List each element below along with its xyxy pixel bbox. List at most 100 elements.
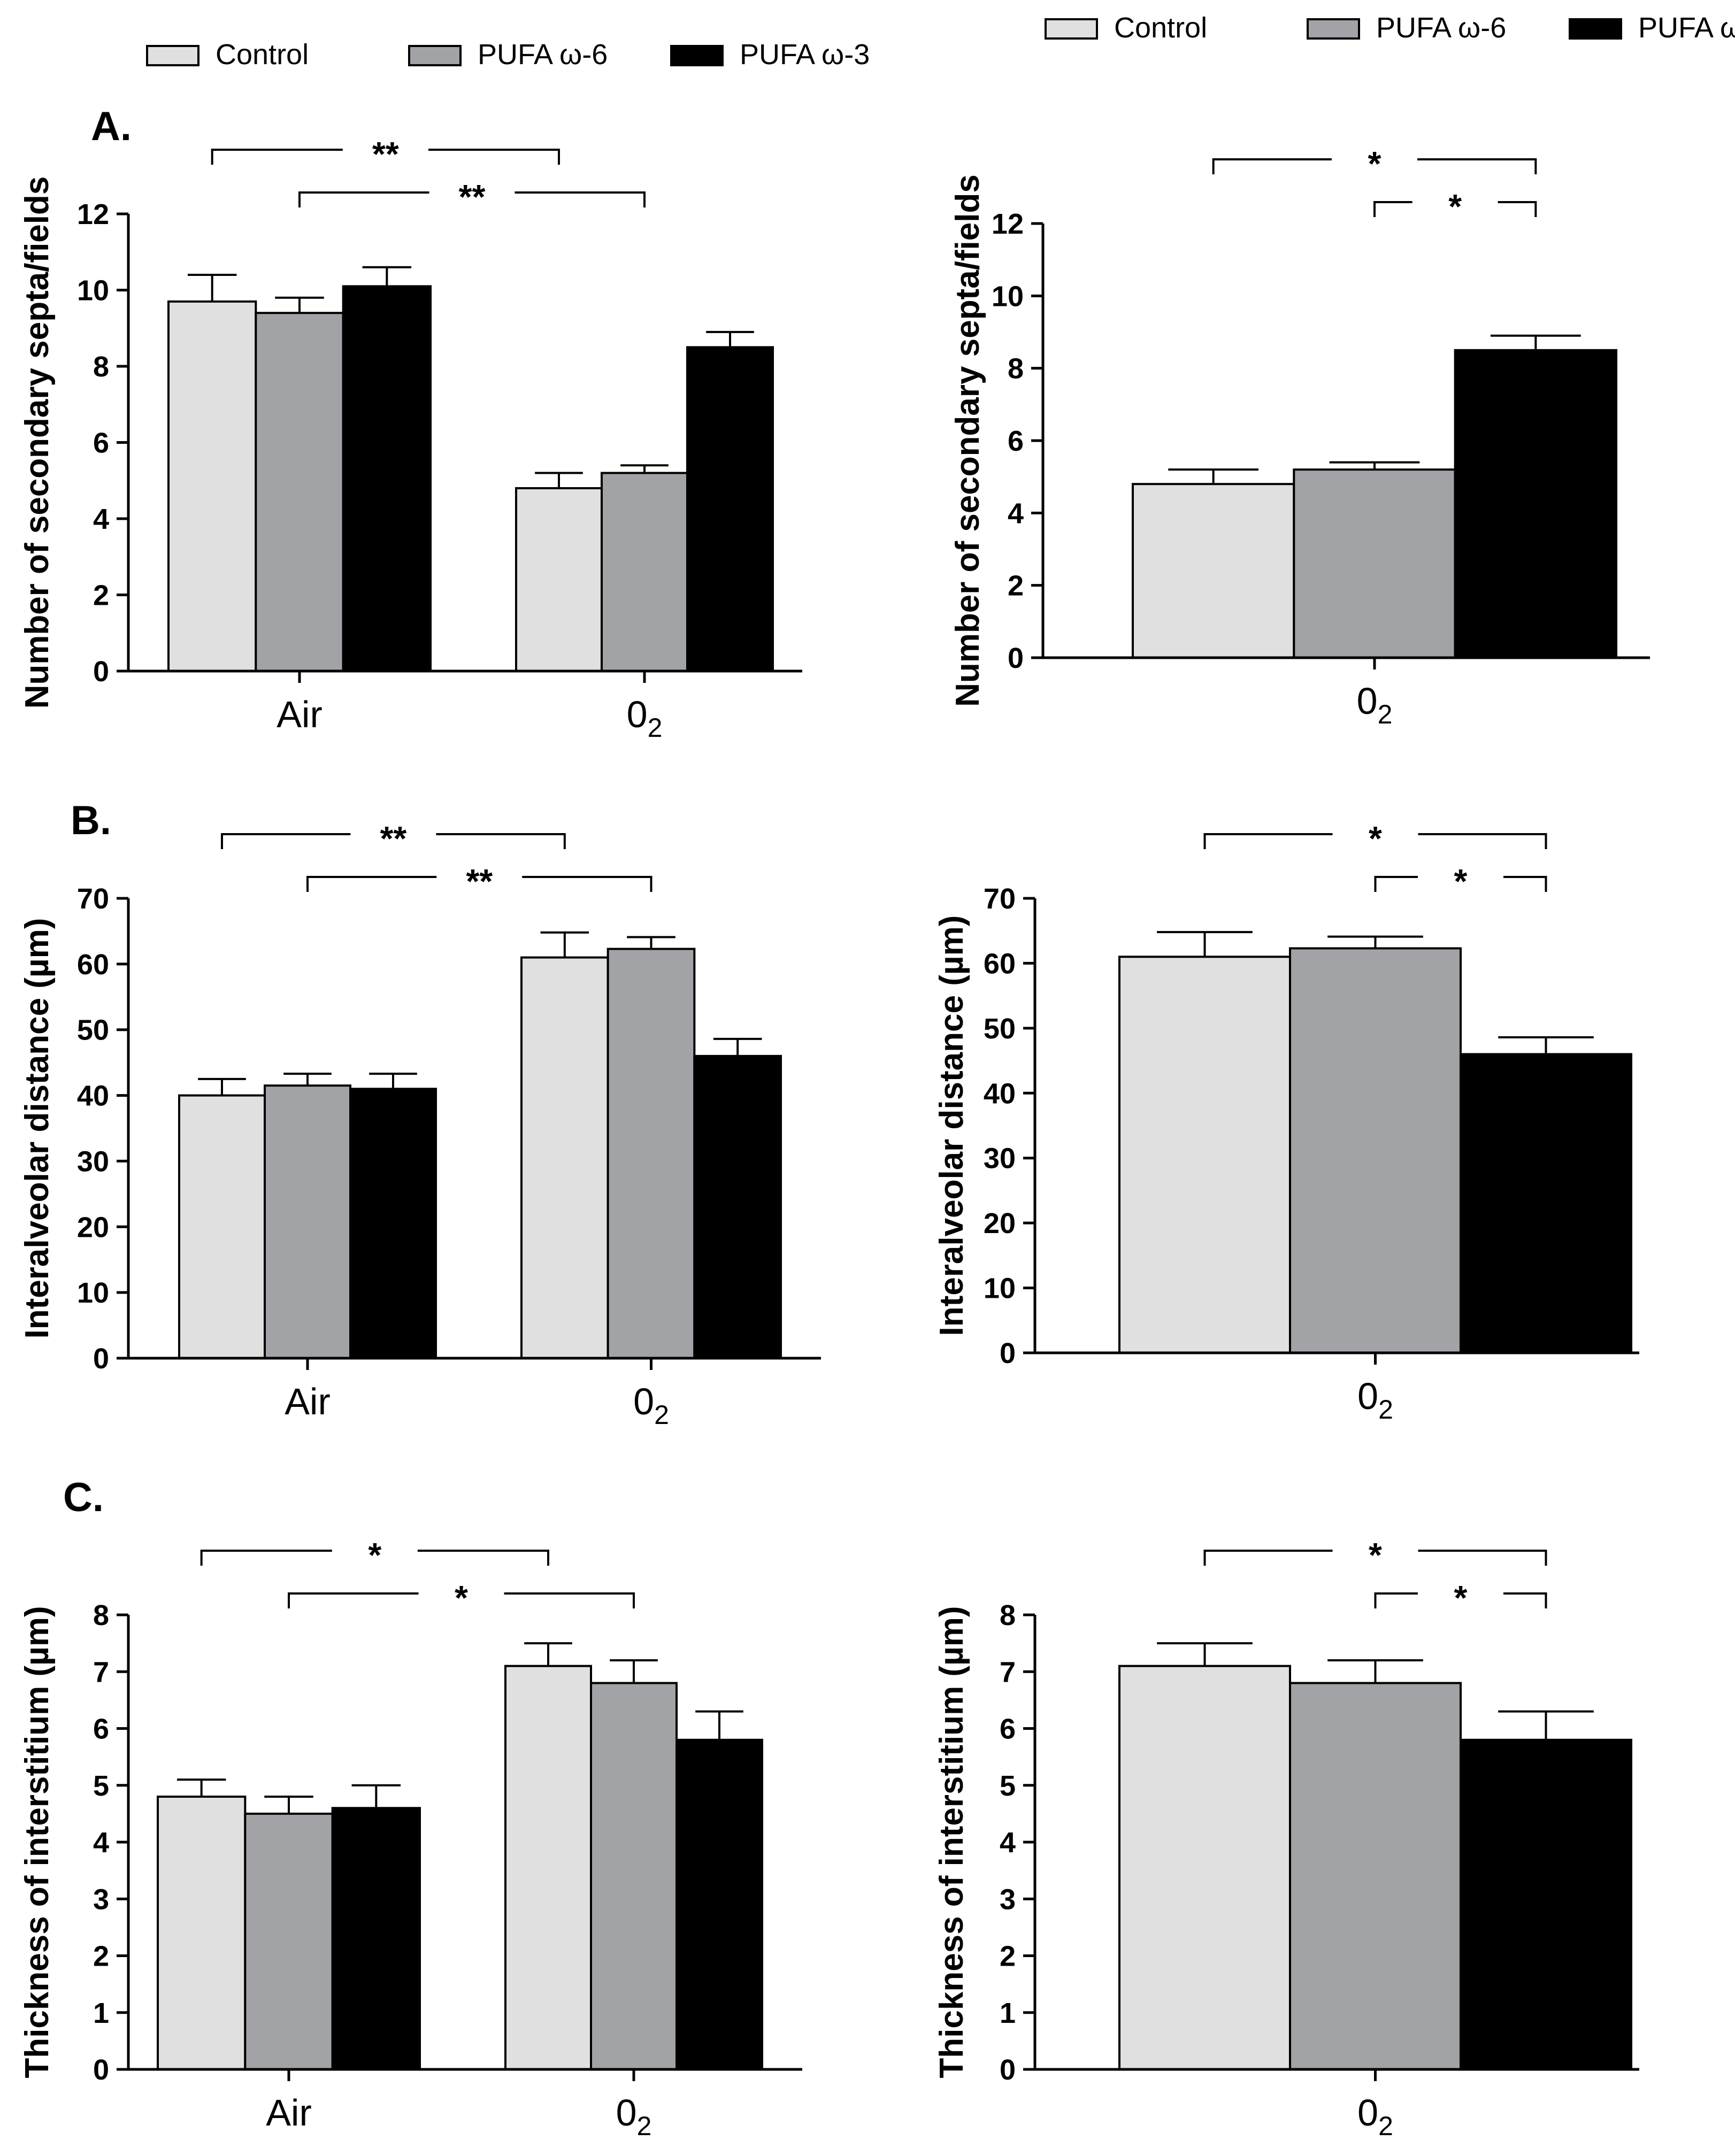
significance-gap (1418, 872, 1503, 882)
y-tick-label: 8 (1008, 353, 1024, 385)
significance-marker: * (1454, 862, 1468, 900)
significance-marker: ** (466, 862, 493, 900)
y-tick-label: 3 (1000, 1883, 1016, 1915)
legend-label-control: Control (216, 38, 309, 71)
bar-omega3-0 (349, 1088, 437, 1360)
y-tick-label: 30 (77, 1145, 109, 1177)
y-tick-label: 10 (77, 1277, 109, 1309)
significance-gap (350, 829, 436, 840)
bar-control-0 (157, 1796, 247, 2070)
significance-gap (418, 1588, 504, 1599)
bar-control-1 (504, 1665, 592, 2070)
significance-gap (1332, 154, 1417, 165)
y-tick-label: 5 (93, 1770, 109, 1802)
legend-swatch-omega3 (670, 45, 724, 66)
x-tick-label-subscript: 2 (648, 713, 663, 743)
y-tick-label: 4 (93, 503, 109, 535)
y-tick-label: 0 (93, 656, 109, 688)
y-tick-label: 60 (77, 949, 109, 981)
x-tick-label: Air (266, 2092, 312, 2134)
significance-marker: * (1448, 187, 1462, 226)
y-axis-label: Thickness of interstitium (µm) (19, 1606, 56, 2078)
y-tick-label: 8 (93, 1599, 109, 1631)
significance-marker: ** (459, 178, 486, 216)
legend-swatch-control (146, 45, 199, 66)
y-tick-label: 3 (93, 1883, 109, 1915)
y-tick-label: 6 (1000, 1713, 1016, 1745)
bar-omega3-0 (342, 285, 432, 672)
legend-label-omega6: PUFA ω-6 (1376, 12, 1506, 44)
legend-swatch-omega6 (408, 45, 462, 66)
y-tick-label: 10 (984, 1273, 1016, 1305)
y-tick-label: 70 (77, 883, 109, 915)
significance-gap (332, 1545, 418, 1556)
bar-omega3-1 (693, 1054, 782, 1360)
bar-omega6-0 (1289, 947, 1462, 1354)
x-tick-label: Air (285, 1381, 331, 1422)
y-tick-label: 2 (1008, 570, 1024, 602)
y-tick-label: 2 (93, 580, 109, 612)
bar-control-0 (167, 300, 257, 672)
y-tick-label: 6 (93, 427, 109, 459)
bar-control-0 (178, 1094, 266, 1360)
significance-gap (1332, 829, 1418, 840)
significance-gap (436, 872, 523, 882)
y-tick-label: 0 (1000, 2054, 1016, 2086)
significance-marker: * (368, 1536, 381, 1574)
y-tick-label: 40 (984, 1077, 1016, 1110)
y-tick-label: 10 (77, 275, 109, 307)
y-tick-label: 70 (984, 883, 1016, 915)
y-tick-label: 8 (93, 351, 109, 383)
significance-gap (1412, 197, 1498, 207)
y-tick-label: 4 (93, 1827, 109, 1859)
x-tick-label-subscript: 2 (1378, 1395, 1393, 1424)
bar-omega6-1 (601, 472, 688, 672)
legend-swatch-omega6 (1307, 18, 1360, 40)
bar-control-1 (520, 956, 609, 1359)
bar-control-1 (515, 487, 603, 672)
bar-omega6-1 (607, 948, 696, 1359)
bar-control-0 (1118, 1665, 1291, 2070)
legend-swatch-omega3 (1569, 18, 1622, 40)
bar-omega6-1 (590, 1682, 678, 2070)
y-tick-label: 8 (1000, 1599, 1016, 1631)
legend-label-control: Control (1114, 12, 1207, 44)
bar-omega3-1 (675, 1738, 763, 2070)
y-tick-label: 4 (1000, 1827, 1016, 1859)
bar-control-0 (1118, 956, 1291, 1354)
x-tick-label-subscript: 2 (1378, 2111, 1393, 2141)
bar-omega3-0 (1454, 349, 1618, 659)
y-tick-label: 40 (77, 1080, 109, 1112)
bar-omega3-0 (331, 1807, 421, 2070)
y-tick-label: 30 (984, 1143, 1016, 1175)
y-tick-label: 50 (77, 1014, 109, 1046)
y-tick-label: 0 (1008, 642, 1024, 674)
y-tick-label: 4 (1008, 497, 1024, 529)
legend-left: Control PUFA ω-6 PUFA ω-3 (146, 38, 870, 71)
y-tick-label: 5 (1000, 1770, 1016, 1802)
significance-marker: ** (380, 819, 407, 858)
panel-label-c: C. (63, 1475, 104, 1520)
significance-marker: * (1369, 819, 1382, 858)
y-tick-label: 2 (93, 1941, 109, 1973)
significance-marker: ** (372, 135, 399, 173)
legend-label-omega3: PUFA ω-3 (740, 38, 870, 71)
bar-control-0 (1132, 483, 1295, 659)
y-tick-label: 6 (93, 1713, 109, 1745)
significance-gap (1332, 1545, 1418, 1556)
bar-omega6-0 (255, 312, 344, 672)
y-axis-label: Number of secondary septa/fields (949, 174, 986, 707)
y-tick-label: 10 (992, 280, 1024, 312)
panel-label-b: B. (71, 798, 111, 843)
y-tick-label: 20 (77, 1211, 109, 1243)
y-axis-label: Interalveolar distance (µm) (933, 915, 970, 1336)
y-tick-label: 1 (93, 1997, 109, 2029)
significance-gap (342, 144, 428, 155)
y-tick-label: 0 (93, 2054, 109, 2086)
